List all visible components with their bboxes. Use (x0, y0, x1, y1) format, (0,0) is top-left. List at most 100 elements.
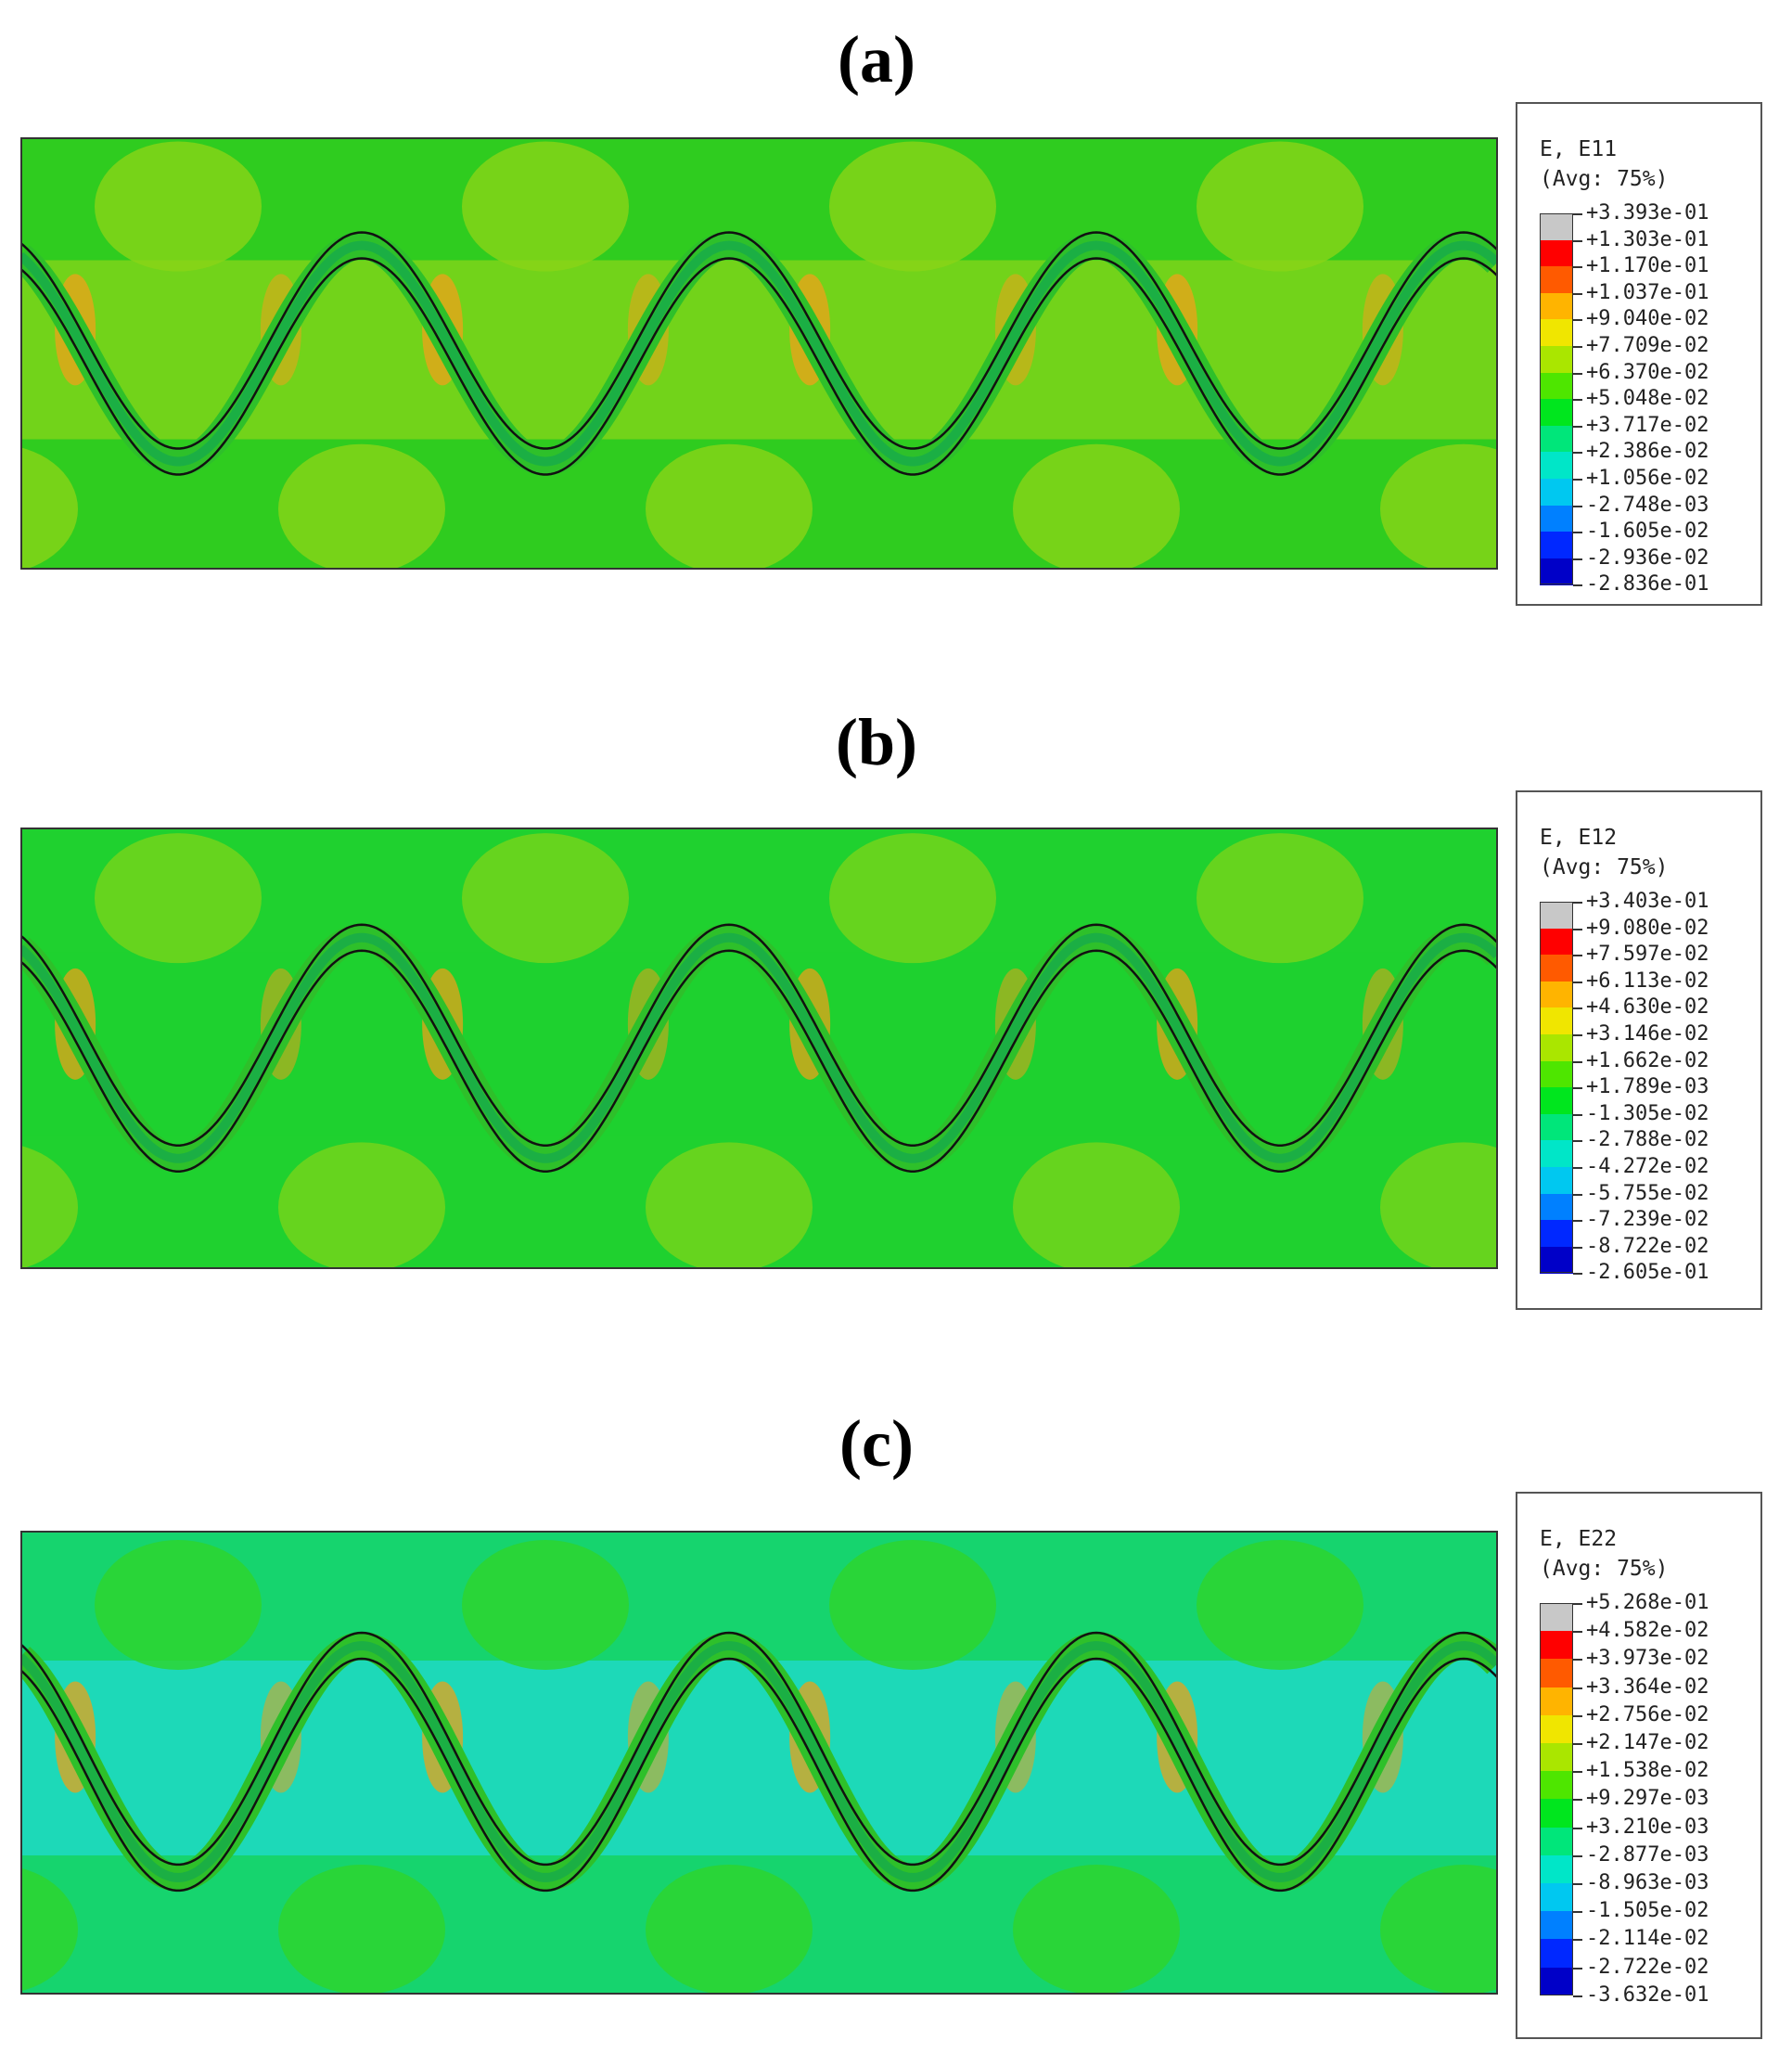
field-lobe (829, 1540, 996, 1670)
legend-subtitle: (Avg: 75%) (1540, 1557, 1669, 1581)
legend-swatch (1540, 1246, 1573, 1274)
legend-value: -1.305e-02 (1586, 1101, 1709, 1125)
legend-value: -5.755e-02 (1586, 1181, 1709, 1205)
legend-value: -1.605e-02 (1586, 520, 1709, 544)
legend-value: -1.505e-02 (1586, 1899, 1709, 1923)
legend-value: -2.836e-01 (1586, 572, 1709, 597)
legend-tick (1573, 505, 1582, 507)
legend-tick (1573, 1631, 1582, 1634)
legend-swatch (1540, 1827, 1573, 1856)
legend-tick (1573, 1687, 1582, 1689)
legend-value: +4.582e-02 (1586, 1619, 1709, 1643)
legend-swatch (1540, 1167, 1573, 1195)
panel-label: (c) (839, 1406, 914, 1481)
field-lobe (20, 1867, 78, 1992)
legend-value: -4.272e-02 (1586, 1155, 1709, 1178)
panel-c: (c) E, E22 (Avg: 75%) +5.268e-01 +4.582e-… (0, 1392, 1792, 2053)
legend-value: +5.048e-02 (1586, 387, 1709, 411)
legend-tick (1573, 1034, 1582, 1036)
legend-value: +4.630e-02 (1586, 995, 1709, 1020)
channel-core (20, 240, 1498, 467)
legend-value: +6.370e-02 (1586, 360, 1709, 384)
legend-value: +3.403e-01 (1586, 890, 1709, 913)
legend-value: -2.877e-03 (1586, 1842, 1709, 1867)
legend-tick (1573, 1220, 1582, 1223)
legend-value: -2.788e-02 (1586, 1128, 1709, 1152)
field-border (20, 137, 1498, 570)
legend-swatch (1540, 1939, 1573, 1969)
legend-tick (1573, 584, 1582, 587)
legend-value: +7.597e-02 (1586, 943, 1709, 967)
legend-value: +1.538e-02 (1586, 1759, 1709, 1783)
field-lobe (646, 443, 813, 570)
legend-swatch (1540, 1007, 1573, 1035)
legend-value: +3.364e-02 (1586, 1674, 1709, 1699)
legend-tick (1573, 558, 1582, 560)
field-lobe (20, 447, 78, 570)
legend-tick (1573, 213, 1582, 215)
legend-value: +3.210e-03 (1586, 1815, 1709, 1839)
field-lobe (646, 1142, 813, 1269)
legend-tick (1573, 1743, 1582, 1745)
legend-value: -7.239e-02 (1586, 1208, 1709, 1232)
legend-value: +2.756e-02 (1586, 1702, 1709, 1726)
field-lobe (278, 1865, 445, 1995)
legend-swatch (1540, 1714, 1573, 1744)
legend-swatch (1540, 1034, 1573, 1062)
legend-swatch (1540, 1060, 1573, 1088)
field-lobe (829, 833, 996, 964)
legend-value: +3.146e-02 (1586, 1022, 1709, 1046)
field-lobe (462, 141, 629, 272)
legend-value: -3.632e-01 (1586, 1982, 1709, 2007)
legend-swatch (1540, 1911, 1573, 1940)
legend: E, E22 (Avg: 75%) +5.268e-01 +4.582e-02 +3… (1516, 1492, 1762, 2039)
legend-tick (1573, 1771, 1582, 1774)
field-lobe (829, 141, 996, 272)
legend-tick (1573, 1087, 1582, 1090)
legend-swatch (1540, 1687, 1573, 1716)
legend-value: +2.386e-02 (1586, 440, 1709, 464)
legend-tick (1573, 1714, 1582, 1717)
legend-swatch (1540, 1659, 1573, 1688)
legend-tick (1573, 239, 1582, 242)
channel-edge-top (20, 923, 1498, 1147)
legend-swatch (1540, 1220, 1573, 1248)
legend-tick (1573, 532, 1582, 534)
legend-tick (1573, 319, 1582, 322)
legend-value: +9.297e-03 (1586, 1787, 1709, 1811)
legend-tick (1573, 1799, 1582, 1802)
channel-edge-bottom (20, 949, 1498, 1173)
panel-b: (b) E, E12 (Avg: 75%) +3.403e-01 +9.080e-… (0, 686, 1792, 1336)
legend-swatch (1540, 928, 1573, 956)
legend-value: +1.037e-01 (1586, 280, 1709, 304)
field-lobe (1380, 1865, 1498, 1995)
legend-swatch (1540, 1967, 1573, 1996)
legend-swatch (1540, 479, 1573, 507)
legend-value: +1.170e-01 (1586, 254, 1709, 278)
legend-swatch (1540, 452, 1573, 480)
legend-subtitle: (Avg: 75%) (1540, 855, 1669, 879)
legend-value: -2.605e-01 (1586, 1261, 1709, 1285)
legend-title: E, E22 (1540, 1527, 1618, 1551)
legend-tick (1573, 1113, 1582, 1116)
legend-value: -2.748e-03 (1586, 493, 1709, 517)
field-lobe (278, 443, 445, 570)
strain-field-e12 (20, 828, 1498, 1269)
legend-value: -2.114e-02 (1586, 1927, 1709, 1951)
legend-value: +3.973e-02 (1586, 1647, 1709, 1671)
legend-value: +5.268e-01 (1586, 1591, 1709, 1614)
field-lobe (278, 1142, 445, 1269)
legend-tick (1573, 1060, 1582, 1063)
field-lobe (1380, 443, 1498, 570)
legend-tick (1573, 1246, 1582, 1249)
field-lobe (1197, 141, 1363, 272)
legend: E, E11 (Avg: 75%) +3.393e-01 +1.303e-01 +1… (1516, 102, 1762, 606)
legend-value: -8.963e-03 (1586, 1871, 1709, 1894)
legend-tick (1573, 1659, 1582, 1662)
field-lobe (462, 833, 629, 964)
legend-tick (1573, 981, 1582, 983)
legend-value: +1.056e-02 (1586, 467, 1709, 490)
legend-tick (1573, 928, 1582, 930)
channel-edge-top (20, 1631, 1498, 1867)
legend-tick (1573, 1193, 1582, 1196)
